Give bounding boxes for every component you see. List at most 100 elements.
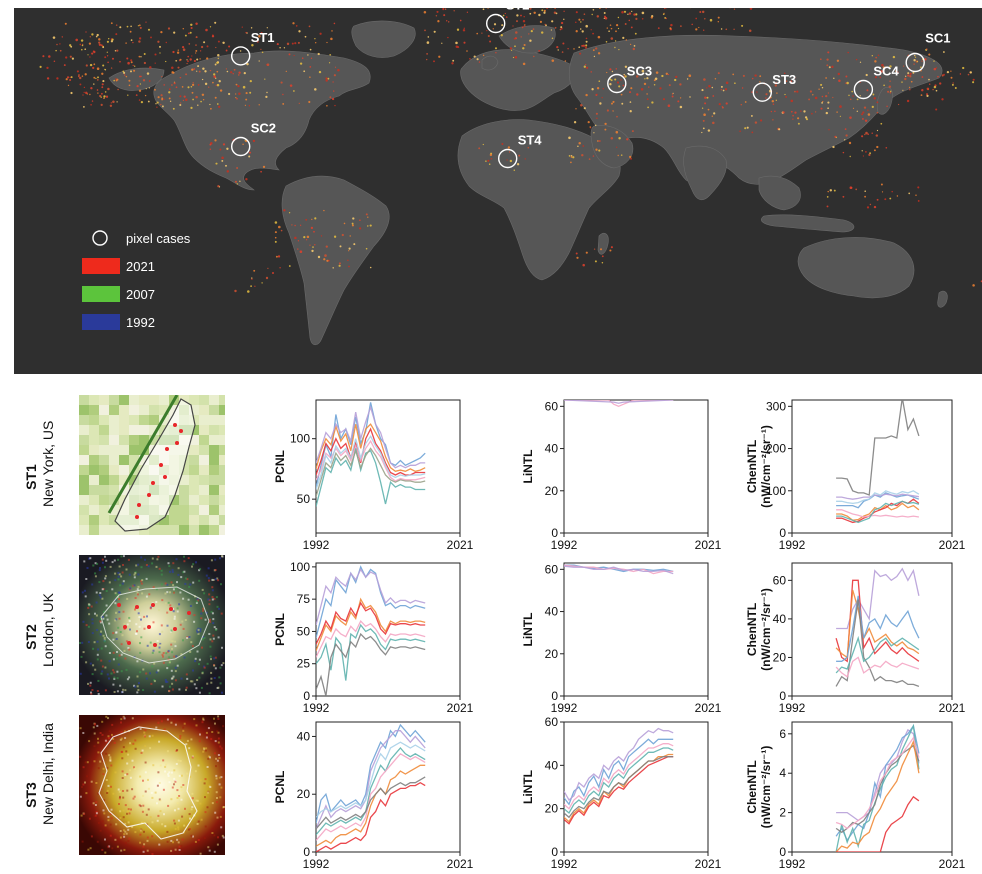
night-light-dot [546,7,548,10]
night-light-dot [513,169,516,171]
night-light-dot [636,93,639,96]
night-light-dot [442,8,445,11]
night-light-dot [591,13,593,16]
night-light-dot [611,102,613,105]
night-light-dot [196,58,199,61]
night-light-dot [246,62,249,66]
night-light-dot [616,115,618,118]
night-light-dot [135,94,138,96]
night-light-dot [69,44,72,47]
night-light-dot [116,101,118,103]
thumbnail-new-delhi-svg [79,715,225,855]
night-light-dot [578,142,581,145]
night-light-dot [102,46,105,49]
night-light-dot [889,80,891,82]
night-light-dot [575,21,577,24]
night-light-dot [334,104,336,107]
night-light-dot [554,26,557,29]
night-light-dot [544,23,546,26]
series-line-2 [316,597,426,652]
night-light-dot [709,18,713,22]
delhi-outline [98,726,198,840]
st3-chennntl-chart: 0 2 4 6 1992 2021 ChenNTL (nW/cm⁻²/sr⁻¹) [745,721,966,871]
night-light-dot [880,183,883,186]
night-light-dot [208,86,210,88]
night-light-dot [266,27,268,29]
night-light-dot [91,100,94,102]
night-light-dot [161,97,164,100]
night-light-dot [219,89,223,92]
night-light-dot [821,86,824,89]
night-light-dot [260,48,262,51]
pixel-case-markers: ST1 ST2 SC3 ST3 SC4 SC1 SC2 ST4 [230,0,950,169]
night-light-dot [332,267,334,269]
night-light-dot [339,245,342,248]
st2-chennntl-chart: 0 20 40 60 1992 2021 ChenNTL (nW/cm⁻²/sr⁻¹) [745,562,966,715]
night-light-dot [760,119,763,122]
night-light-dot [585,93,588,97]
night-light-dot [844,128,847,130]
night-light-dot [481,32,483,34]
night-light-dot [551,59,555,62]
night-light-dot [318,70,322,74]
night-light-dot [889,65,892,68]
night-light-dot [848,94,850,97]
night-light-dot [855,188,858,191]
night-light-dot [874,60,877,63]
night-light-dot [445,20,448,22]
st2-pcnl-chart: 0 25 50 75 100 1992 2021 PCNL [273,560,474,715]
night-light-dot [253,269,256,272]
night-light-dot [538,49,541,52]
night-light-dot [369,266,372,269]
night-light-dot [720,28,723,30]
night-light-dot [90,87,93,90]
night-light-dot [100,92,103,95]
night-light-dot [69,78,72,82]
row-label-st1: ST1 New York, US [23,421,57,507]
night-light-dot [610,79,613,82]
night-light-dot [190,85,193,88]
night-light-dot [572,156,575,159]
night-light-dot [593,132,595,134]
night-light-dot [308,25,311,28]
night-light-dot [267,267,269,270]
night-light-dot [507,146,511,149]
night-light-dot [741,87,744,89]
y-tick-label: 100 [290,560,310,574]
night-light-dot [478,147,481,150]
night-light-dot [921,76,924,78]
night-light-dot [204,70,207,73]
night-light-dot [717,72,720,75]
night-light-dot [489,40,492,43]
night-light-dot [138,40,141,43]
night-light-dot [826,205,829,208]
night-light-dot [172,50,175,54]
night-light-dot [751,91,753,93]
night-light-dot [70,76,73,79]
night-light-dot [601,96,603,99]
night-light-dot [140,100,144,104]
night-light-dot [69,76,71,79]
night-light-dot [469,57,471,60]
night-light-dot [288,53,291,56]
night-light-dot [905,75,907,77]
night-light-dot [172,107,175,110]
night-light-dot [541,9,544,12]
night-light-dot [313,230,315,233]
night-light-dot [796,90,799,93]
night-light-dot [832,96,834,99]
night-light-dot [585,40,588,43]
night-light-dot [643,82,647,86]
night-light-dot [172,71,175,74]
night-light-dot [324,254,327,257]
night-light-dot [245,92,248,95]
night-light-dot [733,28,735,31]
night-light-dot [105,95,109,98]
night-light-dot [596,15,600,18]
night-light-dot [635,17,638,20]
y-tick-label: 25 [297,657,311,671]
night-light-dot [871,132,873,134]
night-light-dot [522,19,526,23]
night-light-dot [299,250,303,253]
night-light-dot [441,42,443,44]
